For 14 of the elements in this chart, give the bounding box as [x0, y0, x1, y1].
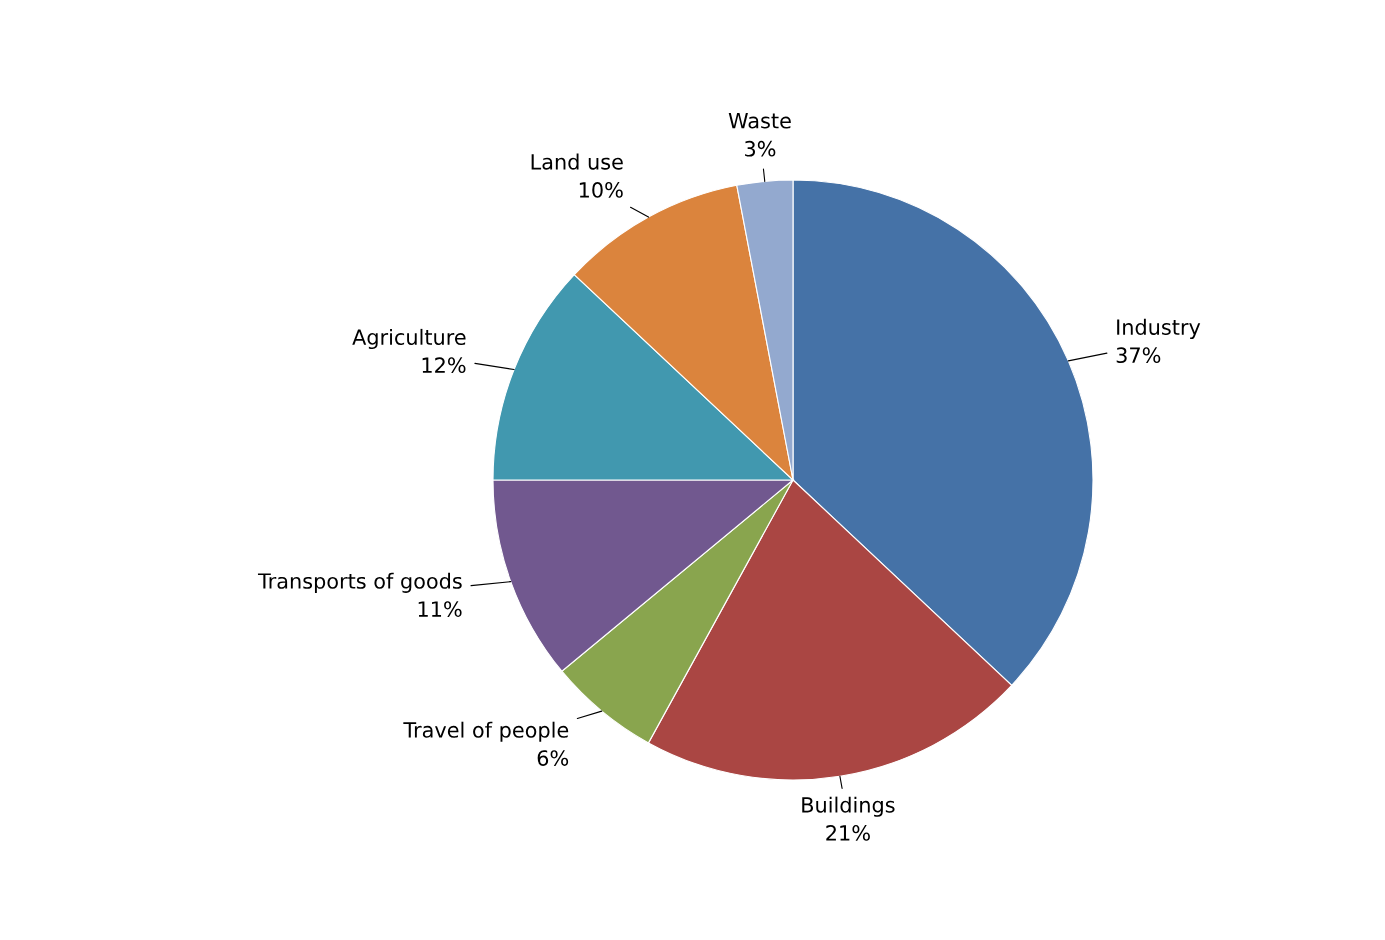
- slice-label: Land use: [531, 153, 623, 170]
- data-label: 10%: [579, 182, 623, 198]
- data-label: 37%: [1116, 347, 1161, 364]
- slice-label: Waste: [728, 113, 791, 129]
- data-label: 3%: [745, 140, 776, 157]
- data-label: 11%: [418, 601, 462, 617]
- data-label: 6%: [537, 750, 569, 766]
- slice-label: Travel of people: [403, 721, 569, 742]
- slice-label: Buildings: [802, 796, 895, 817]
- slice-label: Agriculture: [352, 328, 466, 350]
- slice-label: Industry: [1117, 318, 1201, 340]
- data-label: 21%: [826, 825, 870, 841]
- slice-label: Transports of goods: [257, 572, 462, 593]
- data-label: 12%: [422, 357, 466, 374]
